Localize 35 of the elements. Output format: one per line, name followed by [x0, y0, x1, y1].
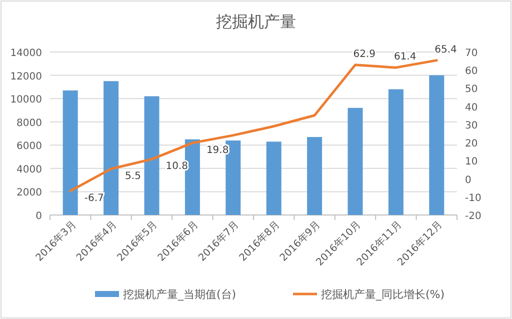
bar: [144, 96, 160, 215]
data-label: 61.4: [394, 52, 416, 63]
data-label: -6.7: [84, 192, 104, 204]
legend-label: 挖掘机产量_同比增长(%): [321, 288, 445, 301]
y-tick-label: 6000: [16, 141, 42, 152]
legend-label: 挖掘机产量_当期值(台): [123, 288, 236, 301]
data-label: 62.9: [353, 48, 376, 60]
data-label: 65.4: [434, 44, 457, 56]
bar: [266, 142, 282, 215]
y2-tick-label: 70: [465, 48, 478, 59]
y2-tick-label: 30: [465, 120, 478, 132]
y-tick-label: 14000: [10, 48, 42, 59]
data-label: 5.5: [125, 170, 141, 182]
y-tick-label: 12000: [10, 71, 42, 82]
y2-tick-label: 50: [465, 84, 478, 96]
y-tick-label: 4000: [16, 164, 42, 176]
y2-tick-label: 60: [465, 66, 478, 78]
bar: [429, 75, 444, 215]
y2-tick-label: -20: [465, 211, 482, 222]
y2-tick-label: -10: [465, 192, 482, 204]
y-tick-label: 0: [36, 211, 42, 222]
bar: [62, 90, 78, 215]
y-tick-label: 2000: [16, 188, 42, 199]
chart-title: 挖掘机产量: [216, 12, 296, 31]
y2-tick-label: 20: [465, 138, 478, 150]
bar: [388, 89, 404, 215]
line-series: [69, 59, 438, 192]
y2-tick-label: 40: [465, 102, 478, 114]
bar: [348, 108, 363, 215]
bar: [104, 81, 119, 215]
y-tick-label: 10000: [10, 94, 42, 106]
y2-tick-label: 10: [465, 156, 478, 168]
y2-tick-label: 0: [465, 174, 472, 186]
y-tick-label: 8000: [16, 118, 42, 129]
bar: [307, 136, 322, 215]
